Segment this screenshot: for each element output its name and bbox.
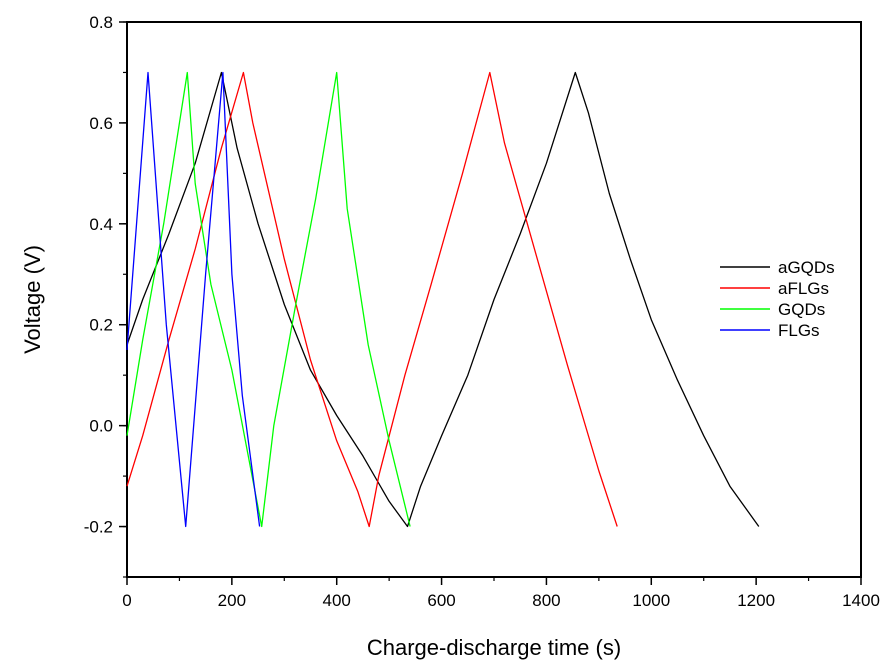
y-tick-label: 0.8 bbox=[89, 13, 113, 32]
legend-label-agqds: aGQDs bbox=[778, 258, 835, 277]
x-axis-title: Charge-discharge time (s) bbox=[367, 635, 621, 660]
legend: aGQDs aFLGs GQDs FLGs bbox=[720, 258, 835, 340]
legend-label-gqds: GQDs bbox=[778, 300, 825, 319]
y-tick-label: 0.6 bbox=[89, 114, 113, 133]
series-line-gqds bbox=[126, 71, 411, 528]
x-tick-label: 800 bbox=[532, 591, 560, 610]
legend-label-aflgs: aFLGs bbox=[778, 279, 829, 298]
x-tick-label: 0 bbox=[122, 591, 131, 610]
series-line-agqds bbox=[126, 71, 760, 528]
x-tick-label: 600 bbox=[427, 591, 455, 610]
series-line-aflgs bbox=[126, 71, 618, 528]
x-tick-label: 1200 bbox=[737, 591, 775, 610]
x-axis-ticks: 0 200 400 600 800 1000 1200 1400 bbox=[122, 577, 880, 610]
series-layer bbox=[126, 71, 760, 528]
y-axis-ticks: -0.2 0.0 0.2 0.4 0.6 0.8 bbox=[84, 13, 127, 578]
x-tick-label: 1400 bbox=[842, 591, 880, 610]
x-tick-label: 400 bbox=[323, 591, 351, 610]
y-tick-label: 0.0 bbox=[89, 417, 113, 436]
y-tick-label: 0.4 bbox=[89, 215, 113, 234]
series-line-flgs bbox=[126, 71, 261, 528]
y-tick-label: -0.2 bbox=[84, 518, 113, 537]
x-tick-label: 1000 bbox=[632, 591, 670, 610]
x-tick-label: 200 bbox=[218, 591, 246, 610]
y-tick-label: 0.2 bbox=[89, 316, 113, 335]
y-axis-title: Voltage (V) bbox=[20, 245, 45, 354]
legend-label-flgs: FLGs bbox=[778, 321, 820, 340]
